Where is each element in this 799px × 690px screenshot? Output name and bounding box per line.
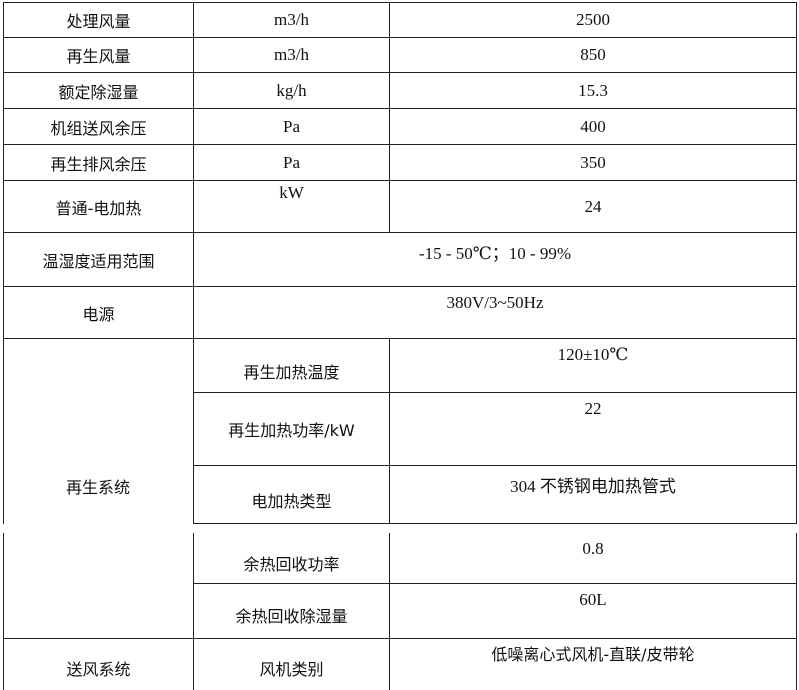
unit-cell: m3/h: [193, 37, 390, 73]
group-label-supply-system: 送风系统: [3, 638, 194, 690]
value-cell: 850: [389, 37, 797, 73]
value-cell: 低噪离心式风机-直联/皮带轮: [389, 638, 797, 690]
unit-cell: Pa: [193, 108, 390, 145]
value-cell: 15.3: [389, 72, 797, 109]
value-cell: 24: [389, 180, 797, 233]
unit-cell: kg/h: [193, 72, 390, 109]
label-cell: 再生加热功率/kW: [193, 392, 390, 466]
value-cell: 2500: [389, 2, 797, 38]
value-cell: -15 - 50℃；10 - 99%: [193, 232, 797, 287]
label-cell: 额定除湿量: [3, 72, 194, 109]
label-cell: 电源: [3, 286, 194, 339]
label-cell: 处理风量: [3, 2, 194, 38]
group-label-regen-system: 再生系统: [65, 478, 130, 497]
unit-cell: kW: [193, 180, 390, 233]
label-cell: 风机类别: [193, 638, 390, 690]
label-cell: 余热回收除湿量: [193, 583, 390, 639]
label-cell: 普通-电加热: [3, 180, 194, 233]
label-cell: 再生风量: [3, 37, 194, 73]
value-cell: 350: [389, 144, 797, 181]
unit-cell: m3/h: [193, 2, 390, 38]
label-cell: 电加热类型: [193, 465, 390, 524]
label-cell: 温湿度适用范围: [3, 232, 194, 287]
label-cell: 余热回收功率: [193, 533, 390, 584]
value-cell: 304 不锈钢电加热管式: [389, 465, 797, 524]
value-cell: 0.8: [389, 533, 797, 584]
value-cell: 60L: [389, 583, 797, 639]
group-cell: [3, 533, 194, 639]
value-cell: 400: [389, 108, 797, 145]
label-cell: 再生加热温度: [193, 338, 390, 393]
unit-cell: Pa: [193, 144, 390, 181]
value-cell: 120±10℃: [389, 338, 797, 393]
label-cell: 再生排风余压: [3, 144, 194, 181]
value-cell: 380V/3~50Hz: [193, 286, 797, 339]
label-cell: 机组送风余压: [3, 108, 194, 145]
value-cell: 22: [389, 392, 797, 466]
